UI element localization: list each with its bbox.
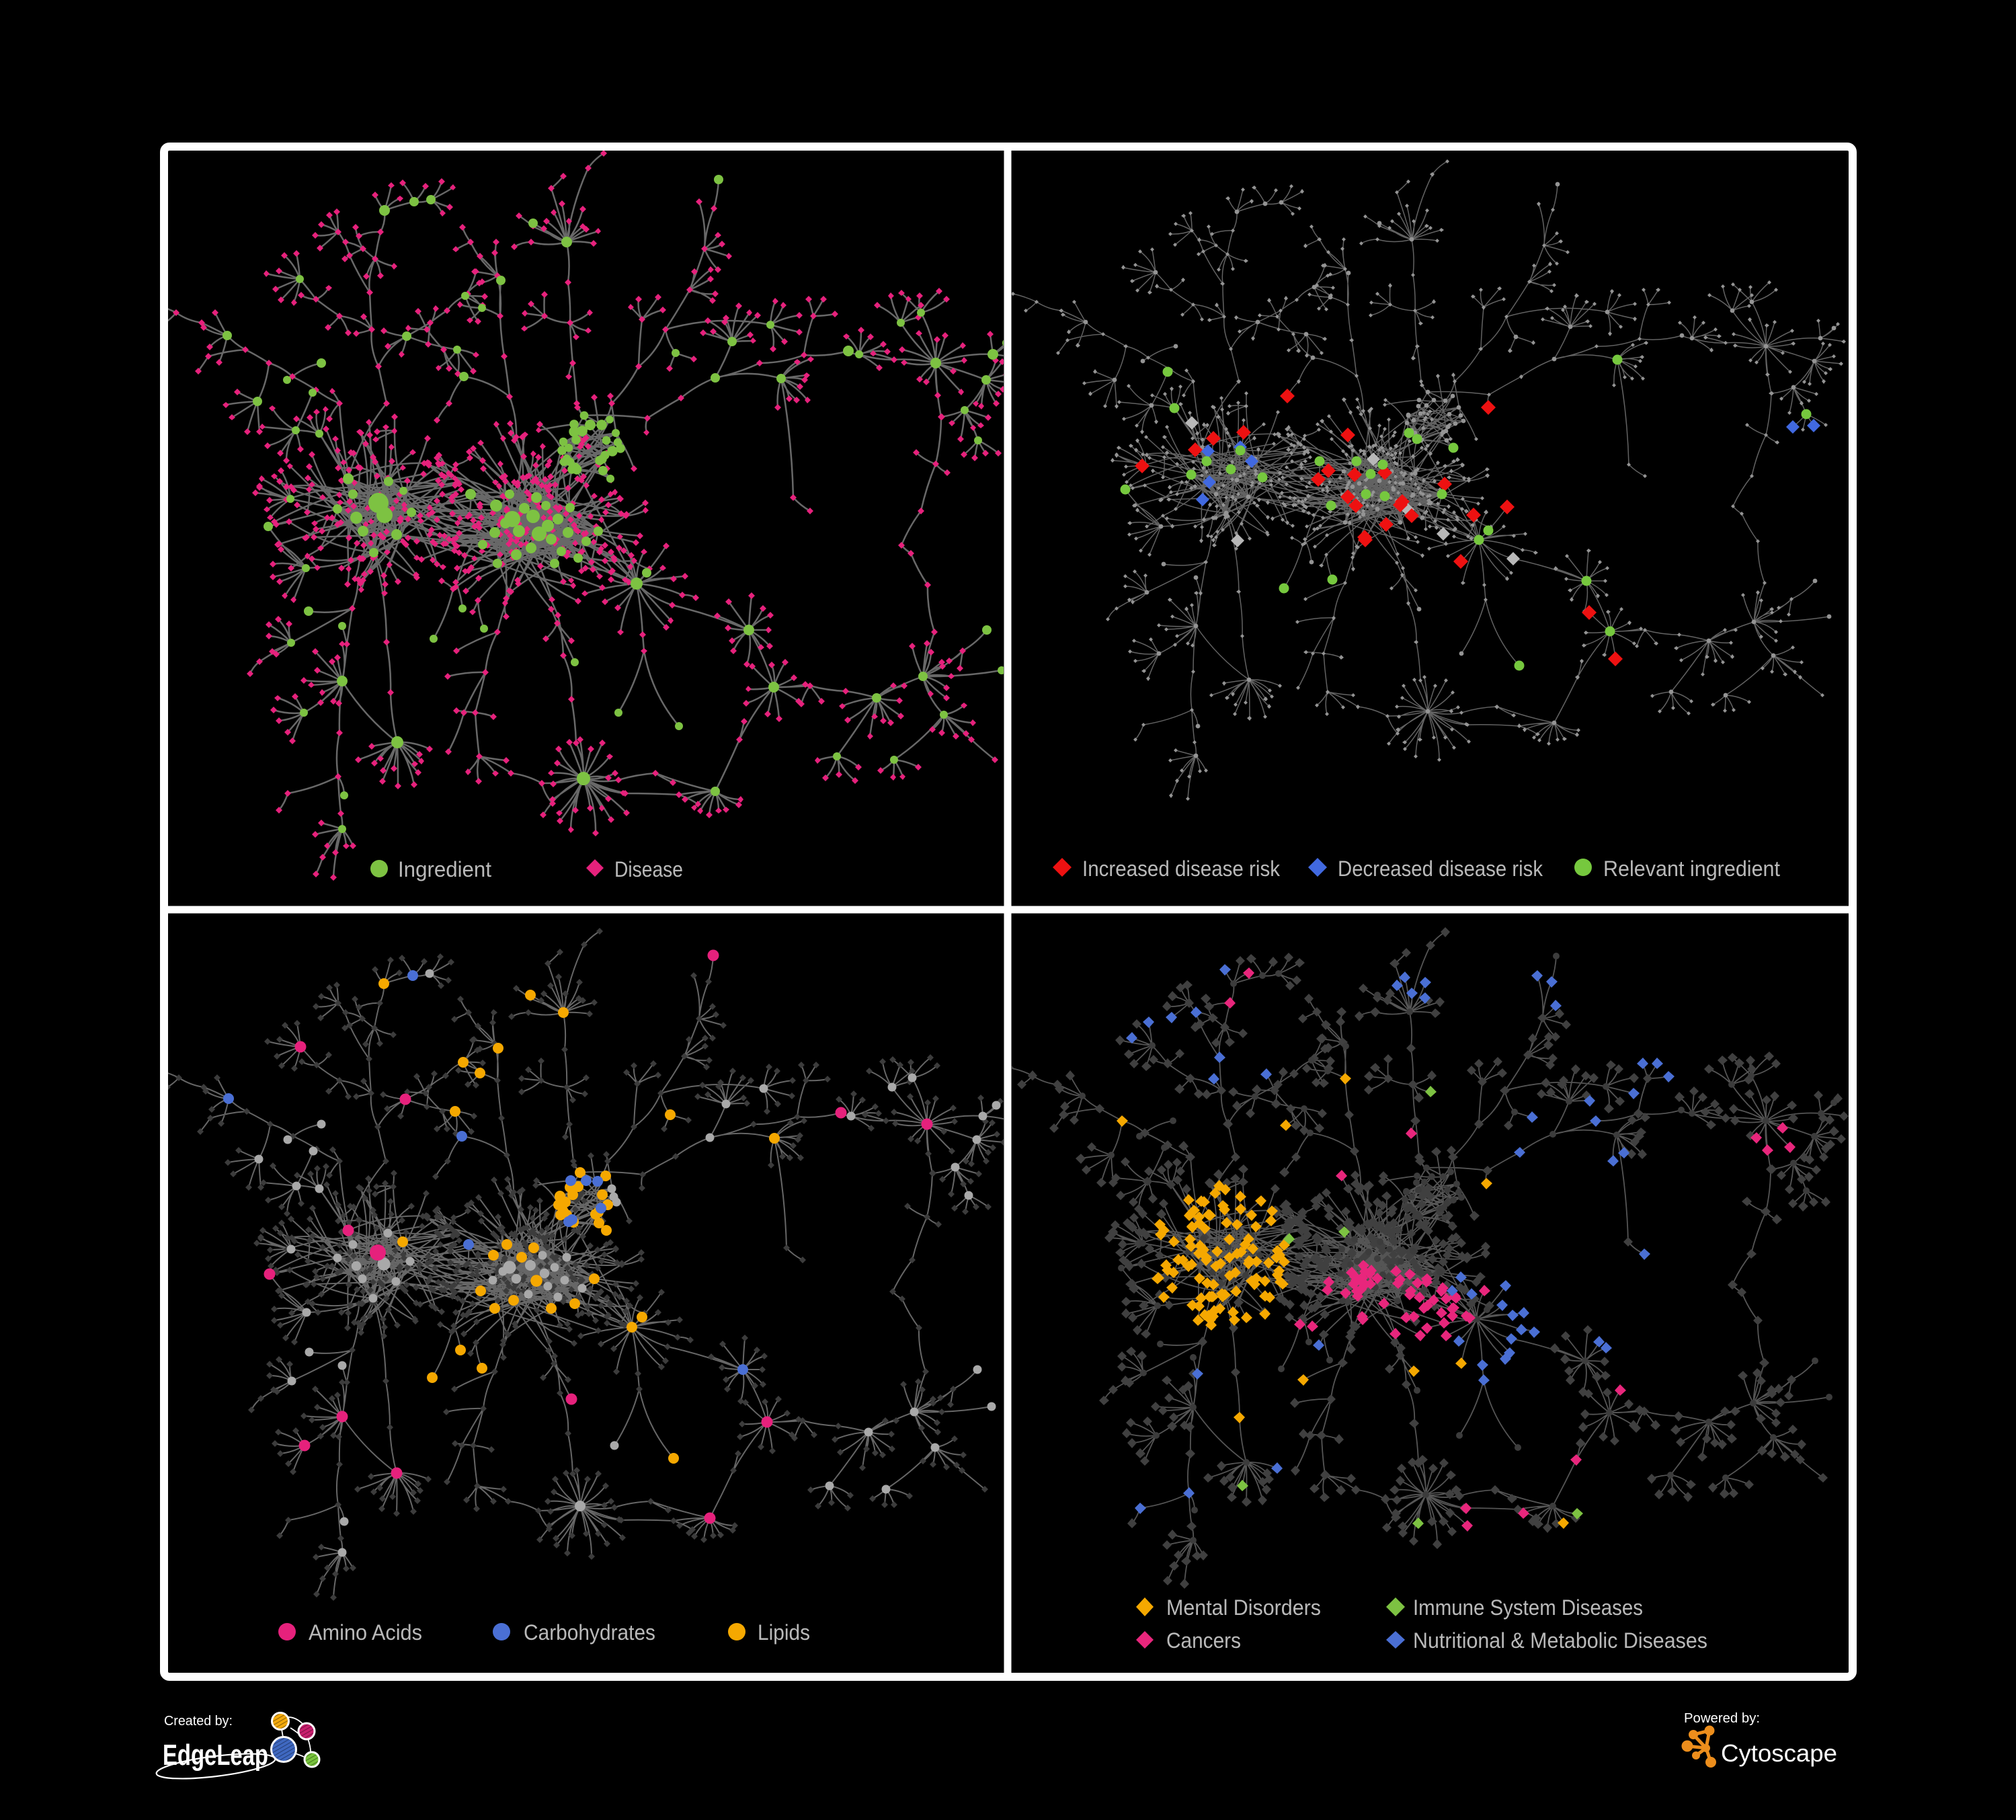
svg-text:Cytoscape: Cytoscape bbox=[1721, 1739, 1837, 1767]
svg-text:Cancers: Cancers bbox=[1166, 1628, 1241, 1653]
svg-text:Created by:: Created by: bbox=[164, 1714, 233, 1729]
svg-text:Immune System Diseases: Immune System Diseases bbox=[1413, 1595, 1643, 1620]
svg-text:Mental Disorders: Mental Disorders bbox=[1166, 1595, 1321, 1620]
svg-text:Ingredient: Ingredient bbox=[398, 857, 491, 881]
svg-text:Decreased disease risk: Decreased disease risk bbox=[1338, 857, 1543, 881]
svg-text:Disease: Disease bbox=[614, 857, 683, 881]
svg-text:Increased disease risk: Increased disease risk bbox=[1082, 857, 1281, 881]
svg-text:Nutritional & Metabolic Diseas: Nutritional & Metabolic Diseases bbox=[1413, 1628, 1707, 1653]
svg-text:Powered by:: Powered by: bbox=[1684, 1711, 1760, 1726]
svg-text:Lipids: Lipids bbox=[758, 1620, 810, 1645]
svg-text:EdgeLeap: EdgeLeap bbox=[163, 1739, 268, 1772]
svg-text:Carbohydrates: Carbohydrates bbox=[524, 1620, 655, 1645]
svg-text:Amino Acids: Amino Acids bbox=[309, 1620, 422, 1645]
svg-text:Relevant ingredient: Relevant ingredient bbox=[1603, 857, 1780, 881]
